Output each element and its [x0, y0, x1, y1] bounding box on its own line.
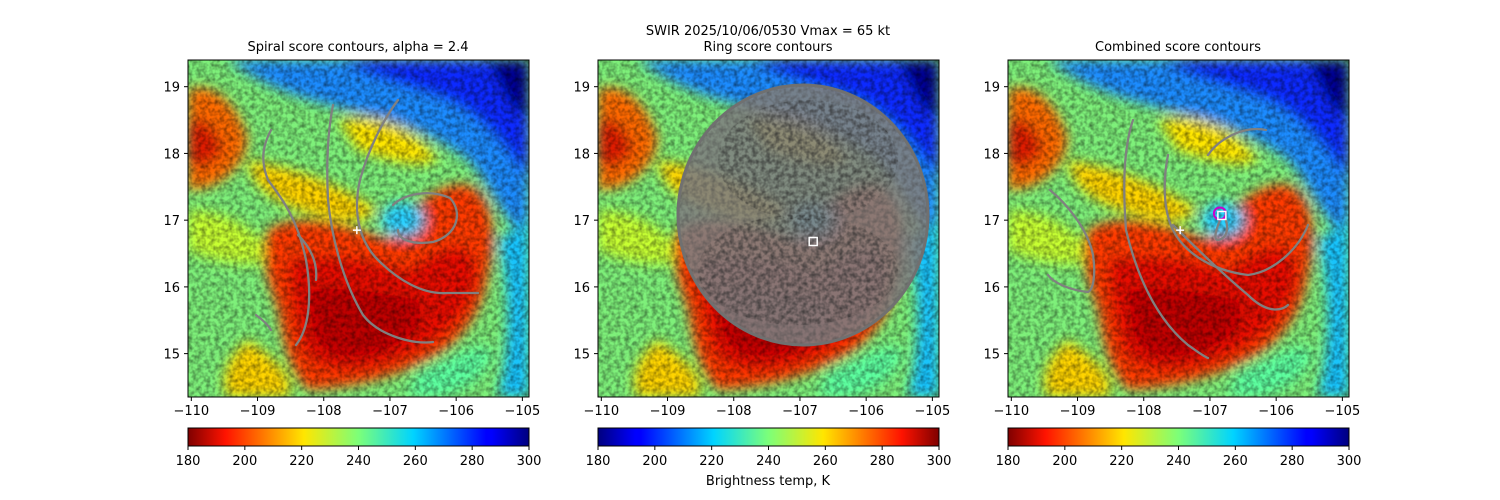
center-square-marker	[808, 236, 818, 247]
center-square-marker	[1217, 210, 1227, 221]
y-tick-label: 17	[163, 214, 180, 229]
colorbar-tick-label: 220	[699, 454, 724, 469]
x-tick-label: −106	[1258, 404, 1294, 419]
x-tick-label: −108	[716, 404, 752, 419]
y-tick-label: 18	[573, 147, 590, 162]
colorbar-tick-label: 180	[996, 454, 1021, 469]
x-tick-label: −108	[1126, 404, 1162, 419]
plot-area	[597, 59, 940, 398]
panel-combined: Combined score contours −110 −109 −108 −107…	[983, 40, 1361, 469]
x-tick-label: −109	[1060, 404, 1096, 419]
colorbar-tick-label: 260	[1223, 454, 1248, 469]
colorbar-tick-label: 280	[870, 454, 895, 469]
y-tick-label: 15	[983, 348, 1000, 363]
colorbar-tick-label: 200	[232, 454, 257, 469]
colorbar-tick-label: 220	[1109, 454, 1134, 469]
colorbar: 180 200 220 240 260 280 300	[996, 427, 1362, 469]
x-tick-label: −106	[438, 404, 474, 419]
panel-ring: Ring score contours −110 −109 −108 −107 −106…	[573, 40, 951, 489]
x-tick-label: −107	[782, 404, 818, 419]
colorbar: 180 200 220 240 260 280 300	[176, 427, 542, 469]
y-tick-label: 15	[163, 348, 180, 363]
colorbar-label: Brightness temp, K	[706, 474, 831, 489]
plot-area	[187, 59, 530, 398]
x-tick-label: −106	[848, 404, 884, 419]
x-tick-label: −110	[583, 404, 619, 419]
ring-contours	[676, 83, 930, 347]
panel-title: Spiral score contours, alpha = 2.4	[247, 40, 468, 55]
colorbar-tick-label: 260	[813, 454, 838, 469]
y-tick-label: 17	[983, 214, 1000, 229]
colorbar-tick-label: 300	[517, 454, 542, 469]
colorbar-tick-label: 260	[403, 454, 428, 469]
colorbar-tick-label: 300	[927, 454, 952, 469]
colorbar-tick-label: 280	[460, 454, 485, 469]
colorbar-tick-label: 220	[289, 454, 314, 469]
figure-suptitle: SWIR 2025/10/06/0530 Vmax = 65 kt	[646, 24, 890, 39]
x-tick-label: −105	[505, 404, 541, 419]
y-tick-label: 18	[983, 147, 1000, 162]
x-tick-label: −105	[1325, 404, 1361, 419]
x-tick-label: −105	[915, 404, 951, 419]
x-tick-label: −109	[650, 404, 686, 419]
y-tick-label: 18	[163, 147, 180, 162]
center-plus-marker	[1176, 226, 1185, 235]
colorbar-tick-label: 180	[586, 454, 611, 469]
x-tick-label: −110	[993, 404, 1029, 419]
panel-title: Combined score contours	[1095, 40, 1261, 55]
colorbar-tick-label: 200	[642, 454, 667, 469]
y-tick-label: 15	[573, 348, 590, 363]
plot-area	[1007, 59, 1350, 398]
spiral-contours	[254, 98, 480, 347]
colorbar-tick-label: 240	[1166, 454, 1191, 469]
x-tick-label: −108	[306, 404, 342, 419]
colorbar: 180 200 220 240 260 280 300	[586, 427, 952, 469]
panel-title: Ring score contours	[703, 40, 832, 55]
y-tick-label: 19	[163, 81, 180, 96]
colorbar-tick-label: 180	[176, 454, 201, 469]
x-tick-label: −109	[240, 404, 276, 419]
combined-contours	[1046, 118, 1310, 360]
center-plus-marker	[352, 226, 361, 235]
y-tick-label: 17	[573, 214, 590, 229]
y-tick-label: 16	[983, 281, 1000, 296]
x-tick-label: −110	[173, 404, 209, 419]
y-tick-label: 19	[983, 81, 1000, 96]
colorbar-tick-label: 240	[756, 454, 781, 469]
colorbar-tick-label: 280	[1280, 454, 1305, 469]
y-tick-label: 16	[163, 281, 180, 296]
panel-spiral: Spiral score contours, alpha = 2.4 −110 −…	[163, 40, 541, 469]
y-tick-label: 19	[573, 81, 590, 96]
x-tick-label: −107	[1192, 404, 1228, 419]
colorbar-tick-label: 240	[346, 454, 371, 469]
colorbar-tick-label: 200	[1052, 454, 1077, 469]
y-tick-label: 16	[573, 281, 590, 296]
colorbar-tick-label: 300	[1337, 454, 1362, 469]
x-tick-label: −107	[372, 404, 408, 419]
